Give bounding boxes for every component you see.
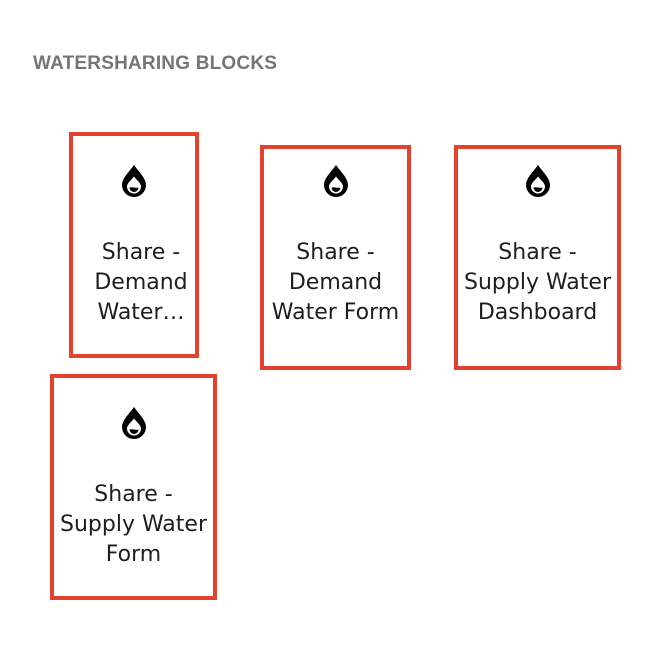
- block-label-line: Demand: [94, 270, 188, 295]
- block-label-line: Supply Water: [464, 270, 611, 295]
- block-label: Share - Supply Water Dashboard: [458, 238, 617, 328]
- water-drop-icon: [323, 165, 348, 197]
- block-label-line: Water…: [97, 300, 185, 325]
- water-drop-icon: [121, 407, 146, 439]
- block-label: Share - Supply Water Form: [54, 480, 213, 570]
- water-drop-icon: [122, 165, 146, 197]
- block-share-demand-water-dashboard[interactable]: Share - Demand Water…: [69, 132, 199, 358]
- block-share-supply-water-form[interactable]: Share - Supply Water Form: [50, 374, 217, 600]
- block-label-line: Demand: [288, 270, 383, 295]
- section-title: WATERSHARING BLOCKS: [33, 53, 278, 74]
- block-label-line: Form: [105, 542, 162, 567]
- block-label-line: Share -: [296, 240, 375, 265]
- block-label-line: Share -: [498, 240, 577, 265]
- block-label-line: Share -: [94, 482, 173, 507]
- block-share-supply-water-dashboard[interactable]: Share - Supply Water Dashboard: [454, 145, 621, 370]
- block-label-line: Water Form: [271, 300, 400, 325]
- block-label: Share - Demand Water…: [73, 238, 195, 328]
- block-label-line: Share -: [101, 240, 181, 265]
- water-drop-icon: [525, 165, 550, 197]
- block-label-line: Supply Water: [60, 512, 207, 537]
- block-label-line: Dashboard: [477, 300, 598, 325]
- block-label: Share - Demand Water Form: [264, 238, 407, 328]
- block-share-demand-water-form[interactable]: Share - Demand Water Form: [260, 145, 411, 370]
